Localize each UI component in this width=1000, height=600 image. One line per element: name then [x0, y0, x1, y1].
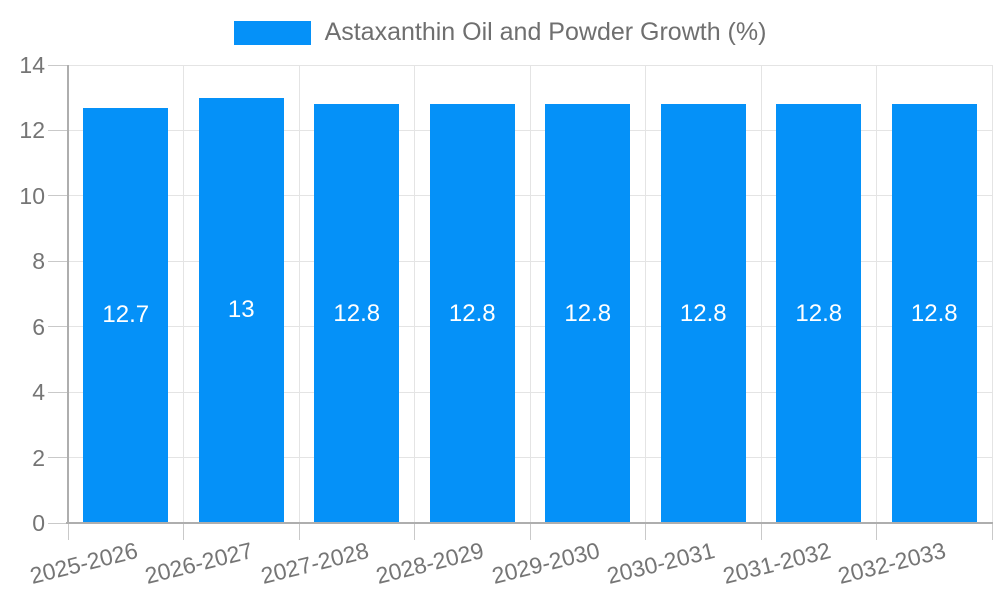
- gridline-vertical: [298, 65, 300, 523]
- gridline-vertical: [991, 65, 993, 523]
- x-tick-mark: [67, 523, 69, 540]
- y-tick-mark: [48, 391, 68, 393]
- y-axis-tick-label: 10: [19, 182, 45, 209]
- x-axis-line: [66, 522, 993, 524]
- legend[interactable]: Astaxanthin Oil and Powder Growth (%): [0, 18, 1000, 47]
- x-tick-mark: [414, 523, 415, 540]
- gridline-vertical: [645, 65, 646, 523]
- gridline-vertical: [529, 65, 531, 523]
- y-tick-mark: [48, 64, 68, 66]
- bar[interactable]: 12.8: [429, 104, 515, 523]
- y-axis-tick-label: 14: [19, 52, 45, 78]
- y-axis-tick-label: 0: [32, 510, 45, 536]
- y-axis-tick-label: 2: [32, 444, 45, 471]
- y-axis-tick-label: 6: [32, 313, 45, 340]
- x-tick-mark: [529, 523, 531, 540]
- y-tick-mark: [48, 457, 68, 459]
- bar[interactable]: 12.8: [660, 104, 746, 523]
- plot-area: 0 2 4 6 8 10 12 14 12.7 13 12.8 12.8 12.8 12.8 12.8 12.…: [19, 52, 993, 589]
- x-tick-mark: [760, 523, 762, 540]
- gridline-vertical: [876, 65, 877, 523]
- x-tick-mark: [183, 523, 184, 540]
- x-tick-mark: [645, 523, 646, 540]
- bar-value-label: 12.8: [795, 299, 843, 327]
- y-tick-mark: [48, 260, 68, 262]
- bar-value-label: 12.8: [679, 299, 727, 327]
- y-axis-tick-label: 12: [19, 117, 45, 144]
- bar-value-label: 13: [227, 296, 255, 324]
- bar[interactable]: 12.8: [545, 104, 631, 523]
- legend-swatch-icon: [233, 20, 311, 45]
- bar-value-label: 12.8: [564, 299, 612, 327]
- bar[interactable]: 12.8: [891, 104, 977, 523]
- bar-value-label: 12.7: [102, 301, 150, 329]
- gridline-vertical: [414, 65, 415, 523]
- y-tick-mark: [48, 326, 68, 328]
- gridline-vertical: [183, 65, 184, 523]
- y-tick-mark: [48, 195, 68, 197]
- gridline-vertical: [760, 65, 762, 523]
- y-axis-line: [67, 65, 69, 523]
- bar-value-label: 12.8: [910, 299, 958, 327]
- bar[interactable]: 13: [198, 97, 284, 523]
- x-tick-mark: [876, 523, 877, 540]
- bar[interactable]: 12.8: [314, 104, 400, 523]
- y-axis-tick-label: 8: [32, 248, 45, 275]
- y-axis-tick-label: 4: [32, 379, 45, 406]
- bar-value-label: 12.8: [333, 299, 381, 327]
- bar[interactable]: 12.8: [776, 104, 862, 523]
- y-tick-mark: [48, 129, 68, 131]
- legend-label: Astaxanthin Oil and Powder Growth (%): [324, 18, 767, 46]
- bar[interactable]: 12.7: [83, 107, 169, 523]
- x-tick-mark: [298, 523, 300, 540]
- y-tick-mark: [48, 522, 68, 524]
- bar-value-label: 12.8: [448, 299, 496, 327]
- x-tick-mark: [991, 523, 993, 540]
